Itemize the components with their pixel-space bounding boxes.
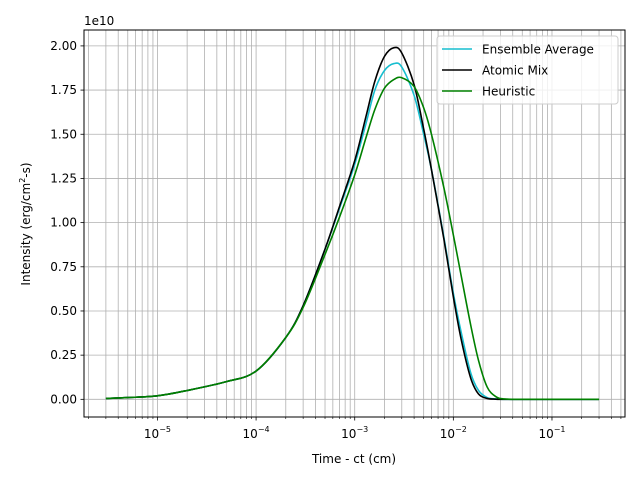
series-line-heuristic [105,76,600,401]
x-tick-label-exponent: −5 [159,425,171,434]
y-tick-label: 0.25 [50,348,77,362]
y-axis-label: Intensity (erg/cm2-s) [18,162,33,285]
y-tick-label: 1.25 [50,171,77,185]
x-tick-label: 10−4 [243,425,270,441]
legend-label: Heuristic [482,85,535,99]
y-tick-label: 2.00 [50,39,77,53]
x-tick-label-exponent: −4 [258,425,270,434]
y-axis-label-tail: -s) [19,162,33,177]
legend-label: Atomic Mix [482,64,548,78]
x-tick-label: 10−5 [144,425,171,441]
y-tick-label: 0.50 [50,304,77,318]
x-tick-label-base: 10 [538,427,553,441]
x-tick-label: 10−1 [538,425,565,441]
y-tick-label: 1.50 [50,127,77,141]
legend-label: Ensemble Average [482,43,594,57]
y-offset-label: 1e10 [84,14,114,28]
x-tick-label: 10−3 [341,425,368,441]
grid [84,30,625,417]
y-axis-label-superscript: 2 [18,178,27,183]
x-tick-label: 10−2 [440,425,467,441]
x-tick-label-base: 10 [440,427,455,441]
x-tick-label-exponent: −2 [455,425,467,434]
x-tick-label-exponent: −1 [554,425,566,434]
y-tick-label: 0.75 [50,260,77,274]
series-lines [105,46,600,401]
y-tick-label: 1.75 [50,83,77,97]
x-tick-label-base: 10 [144,427,159,441]
x-tick-label-exponent: −3 [356,425,368,434]
y-axis-ticks: 0.00 0.25 0.50 0.75 1.00 1.25 1.50 1.75 2.00 [50,39,84,406]
legend: Ensemble Average Atomic Mix Heuristic [436,35,619,105]
y-tick-label: 0.00 [50,392,77,406]
x-axis-label: Time - ct (cm) [311,452,396,466]
x-tick-label-base: 10 [243,427,258,441]
x-axis-ticks: 10−5 10−4 10−3 10−2 10−1 [88,417,622,441]
y-tick-label: 1.00 [50,216,77,230]
legend-box [436,35,619,105]
y-axis-label-main: Intensity (erg/cm [19,183,33,286]
x-tick-label-base: 10 [341,427,356,441]
